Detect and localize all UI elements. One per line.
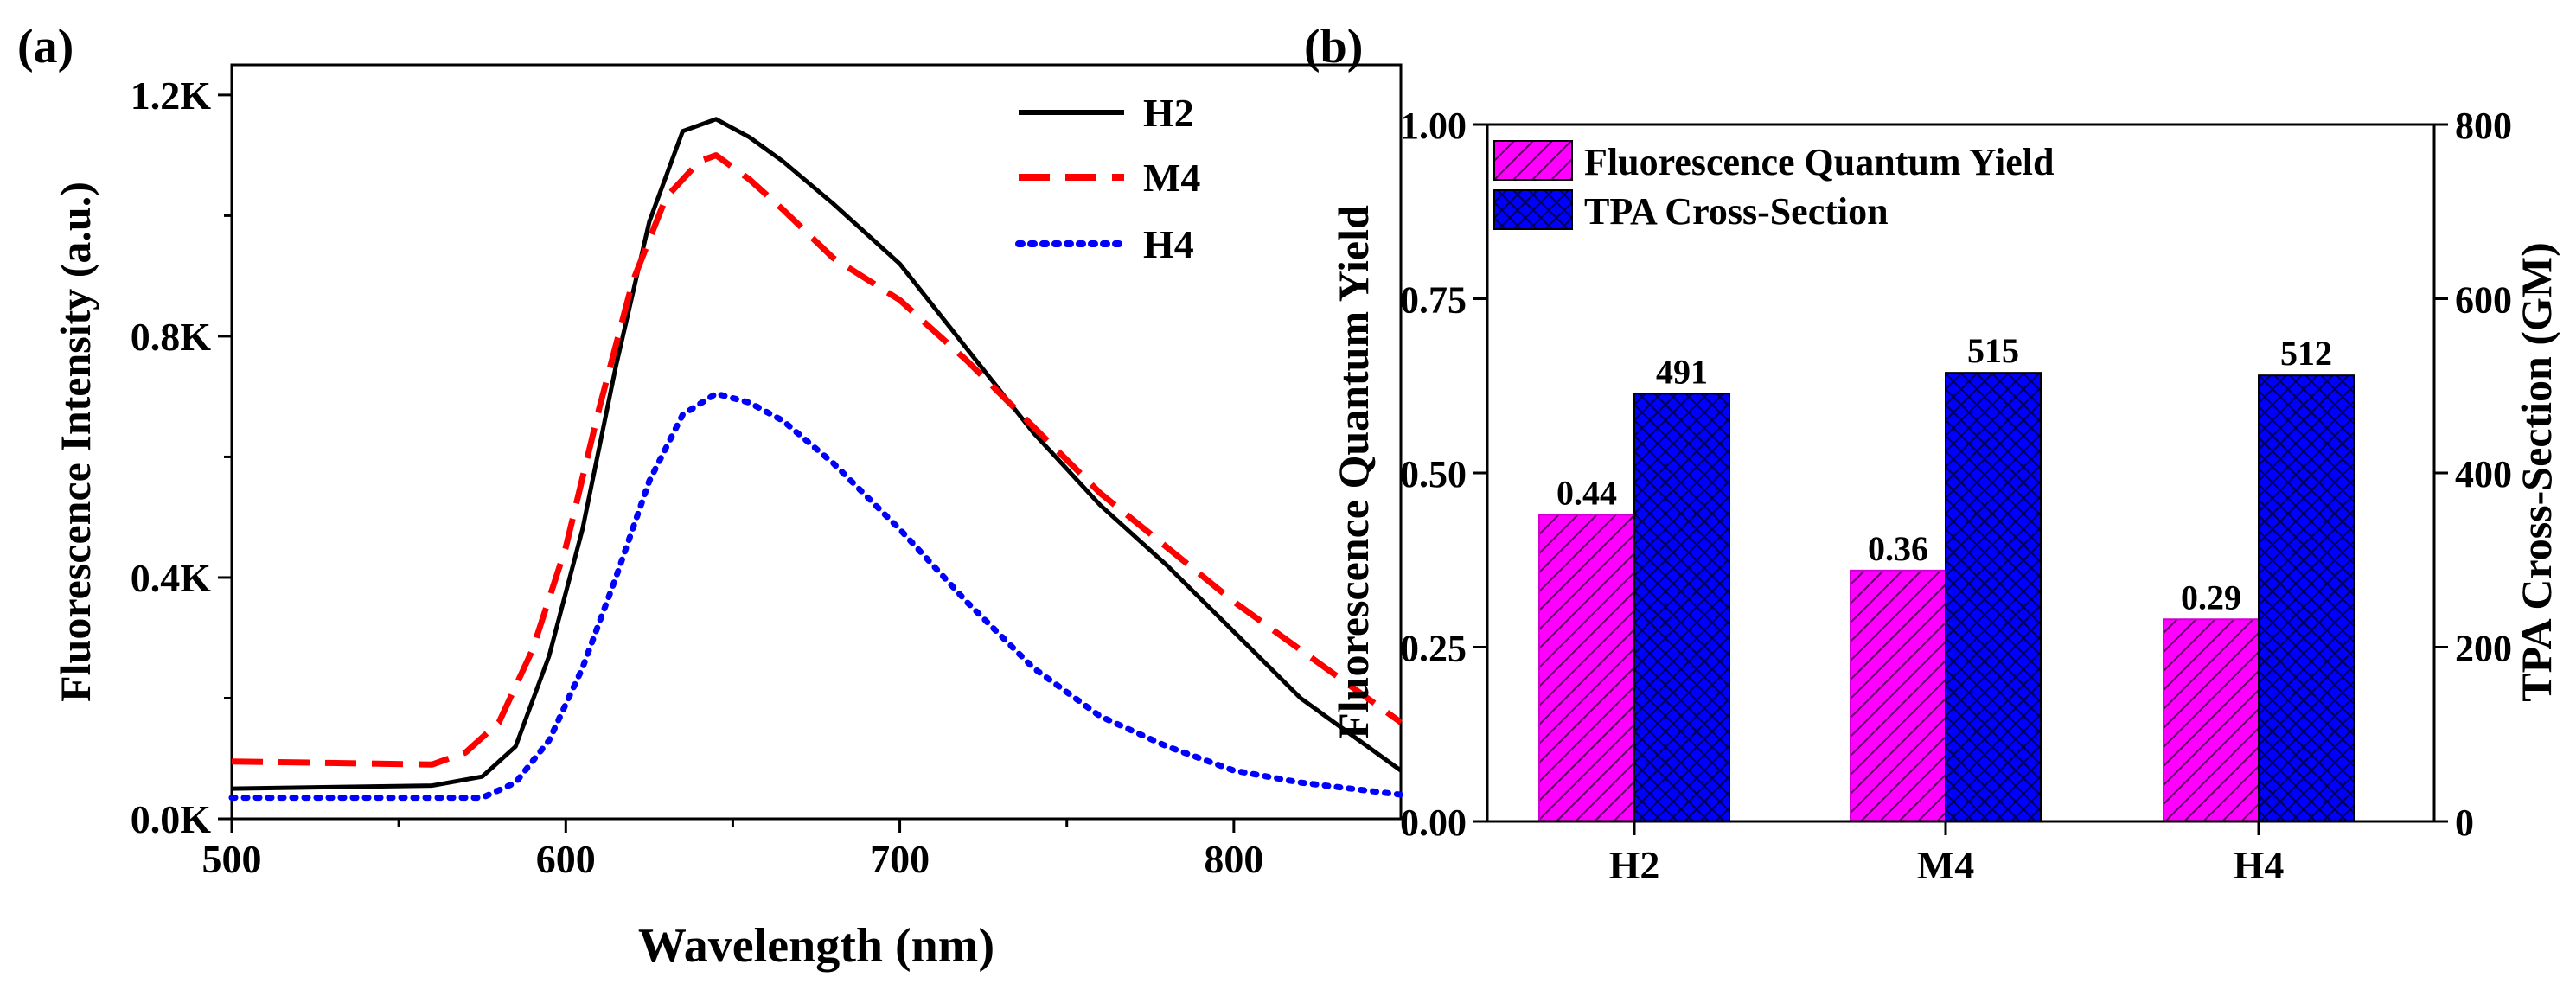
series-line-H4 — [228, 390, 1404, 802]
data-label-quantum-yield-M4: 0.36 — [1868, 529, 1928, 568]
panel-a-plot-frame — [230, 63, 1403, 821]
panel-a-x-axis-label: Wavelength (nm) — [638, 919, 994, 973]
y-tick-label: 0.0K — [131, 797, 212, 841]
legend-label-M4: M4 — [1143, 156, 1200, 200]
legend-swatch-quantum-yield — [1493, 140, 1573, 181]
panel-a-y-axis-label: Fluorescence Intensity (a.u.) — [51, 182, 99, 702]
legend-label-tpa: TPA Cross-Section — [1584, 190, 1889, 233]
x-tick-label: 700 — [870, 837, 930, 881]
right-y-tick-label: 400 — [2455, 453, 2512, 495]
panel-a-label: (a) — [17, 20, 74, 73]
panel-b-left-axis-label: Fluorescence Quantum Yield — [1329, 205, 1377, 739]
panel-b-right-y-ticks: 0 200 400 600 800 — [2434, 105, 2512, 844]
legend-label-quantum-yield: Fluorescence Quantum Yield — [1584, 141, 2054, 183]
left-y-tick-label: 0.25 — [1400, 628, 1467, 670]
panel-b-legend: Fluorescence Quantum Yield TPA Cross-Sec… — [1493, 140, 2054, 233]
left-y-tick-label: 0.00 — [1400, 802, 1467, 844]
panel-b-left-y-ticks: 0.00 0.25 0.50 0.75 1.00 — [1400, 105, 1487, 844]
x-tick-label: 500 — [202, 837, 262, 881]
panel-b-bar-chart: 0.44 491 0.36 515 0.29 512 0.00 0.25 0.50 0.75 1.… — [1329, 105, 2560, 887]
right-y-tick-label: 0 — [2455, 802, 2474, 844]
data-label-tpa-H2: 491 — [1656, 352, 1708, 391]
legend-label-H4: H4 — [1143, 222, 1194, 266]
panel-b-x-ticks: H2 M4 H4 — [1609, 821, 2285, 887]
bar-tpa-H2 — [1633, 393, 1730, 822]
data-label-tpa-H4: 512 — [2280, 334, 2332, 373]
right-y-tick-label: 200 — [2455, 628, 2512, 670]
y-tick-label: 1.2K — [131, 73, 212, 118]
x-tick-label-H4: H4 — [2234, 843, 2285, 887]
series-line-H2 — [231, 117, 1403, 791]
panel-a-series-lines — [228, 117, 1404, 802]
bar-tpa-H4 — [2258, 374, 2355, 823]
data-label-quantum-yield-H4: 0.29 — [2181, 578, 2241, 616]
bar-quantum-yield-H4 — [2163, 618, 2260, 823]
panel-b-right-axis-label: TPA Cross-Section (GM) — [2512, 242, 2560, 701]
y-tick-label: 0.8K — [131, 315, 212, 359]
panel-a-x-ticks: 500 600 700 800 — [202, 819, 1263, 881]
left-y-tick-label: 0.50 — [1400, 453, 1467, 495]
right-y-tick-label: 600 — [2455, 279, 2512, 322]
right-y-tick-label: 800 — [2455, 105, 2512, 147]
series-line-M4 — [231, 152, 1403, 768]
bar-quantum-yield-H2 — [1538, 514, 1635, 822]
x-tick-label-M4: M4 — [1917, 843, 1974, 887]
legend-label-H2: H2 — [1143, 91, 1194, 135]
left-y-tick-label: 1.00 — [1400, 105, 1467, 147]
y-tick-label: 0.4K — [131, 556, 212, 600]
panel-a-y-ticks: 0.0K 0.4K 0.8K 1.2K — [131, 73, 232, 841]
left-y-tick-label: 0.75 — [1400, 279, 1467, 322]
data-label-tpa-M4: 515 — [1967, 331, 2019, 370]
panel-a-line-chart: 500 600 700 800 0.0K 0.4K 0.8K 1.2K Wavelength… — [51, 63, 1404, 973]
x-tick-label-H2: H2 — [1609, 843, 1660, 887]
panel-a-legend: H2 M4 H4 — [1015, 91, 1200, 266]
x-tick-label: 800 — [1204, 837, 1263, 881]
legend-swatch-tpa — [1493, 189, 1573, 230]
bar-quantum-yield-M4 — [1850, 569, 1946, 823]
data-label-quantum-yield-H2: 0.44 — [1556, 473, 1617, 512]
bar-tpa-M4 — [1945, 372, 2042, 822]
panel-b-bars: 0.44 491 0.36 515 0.29 512 — [1538, 331, 2355, 823]
x-tick-label: 600 — [536, 837, 596, 881]
